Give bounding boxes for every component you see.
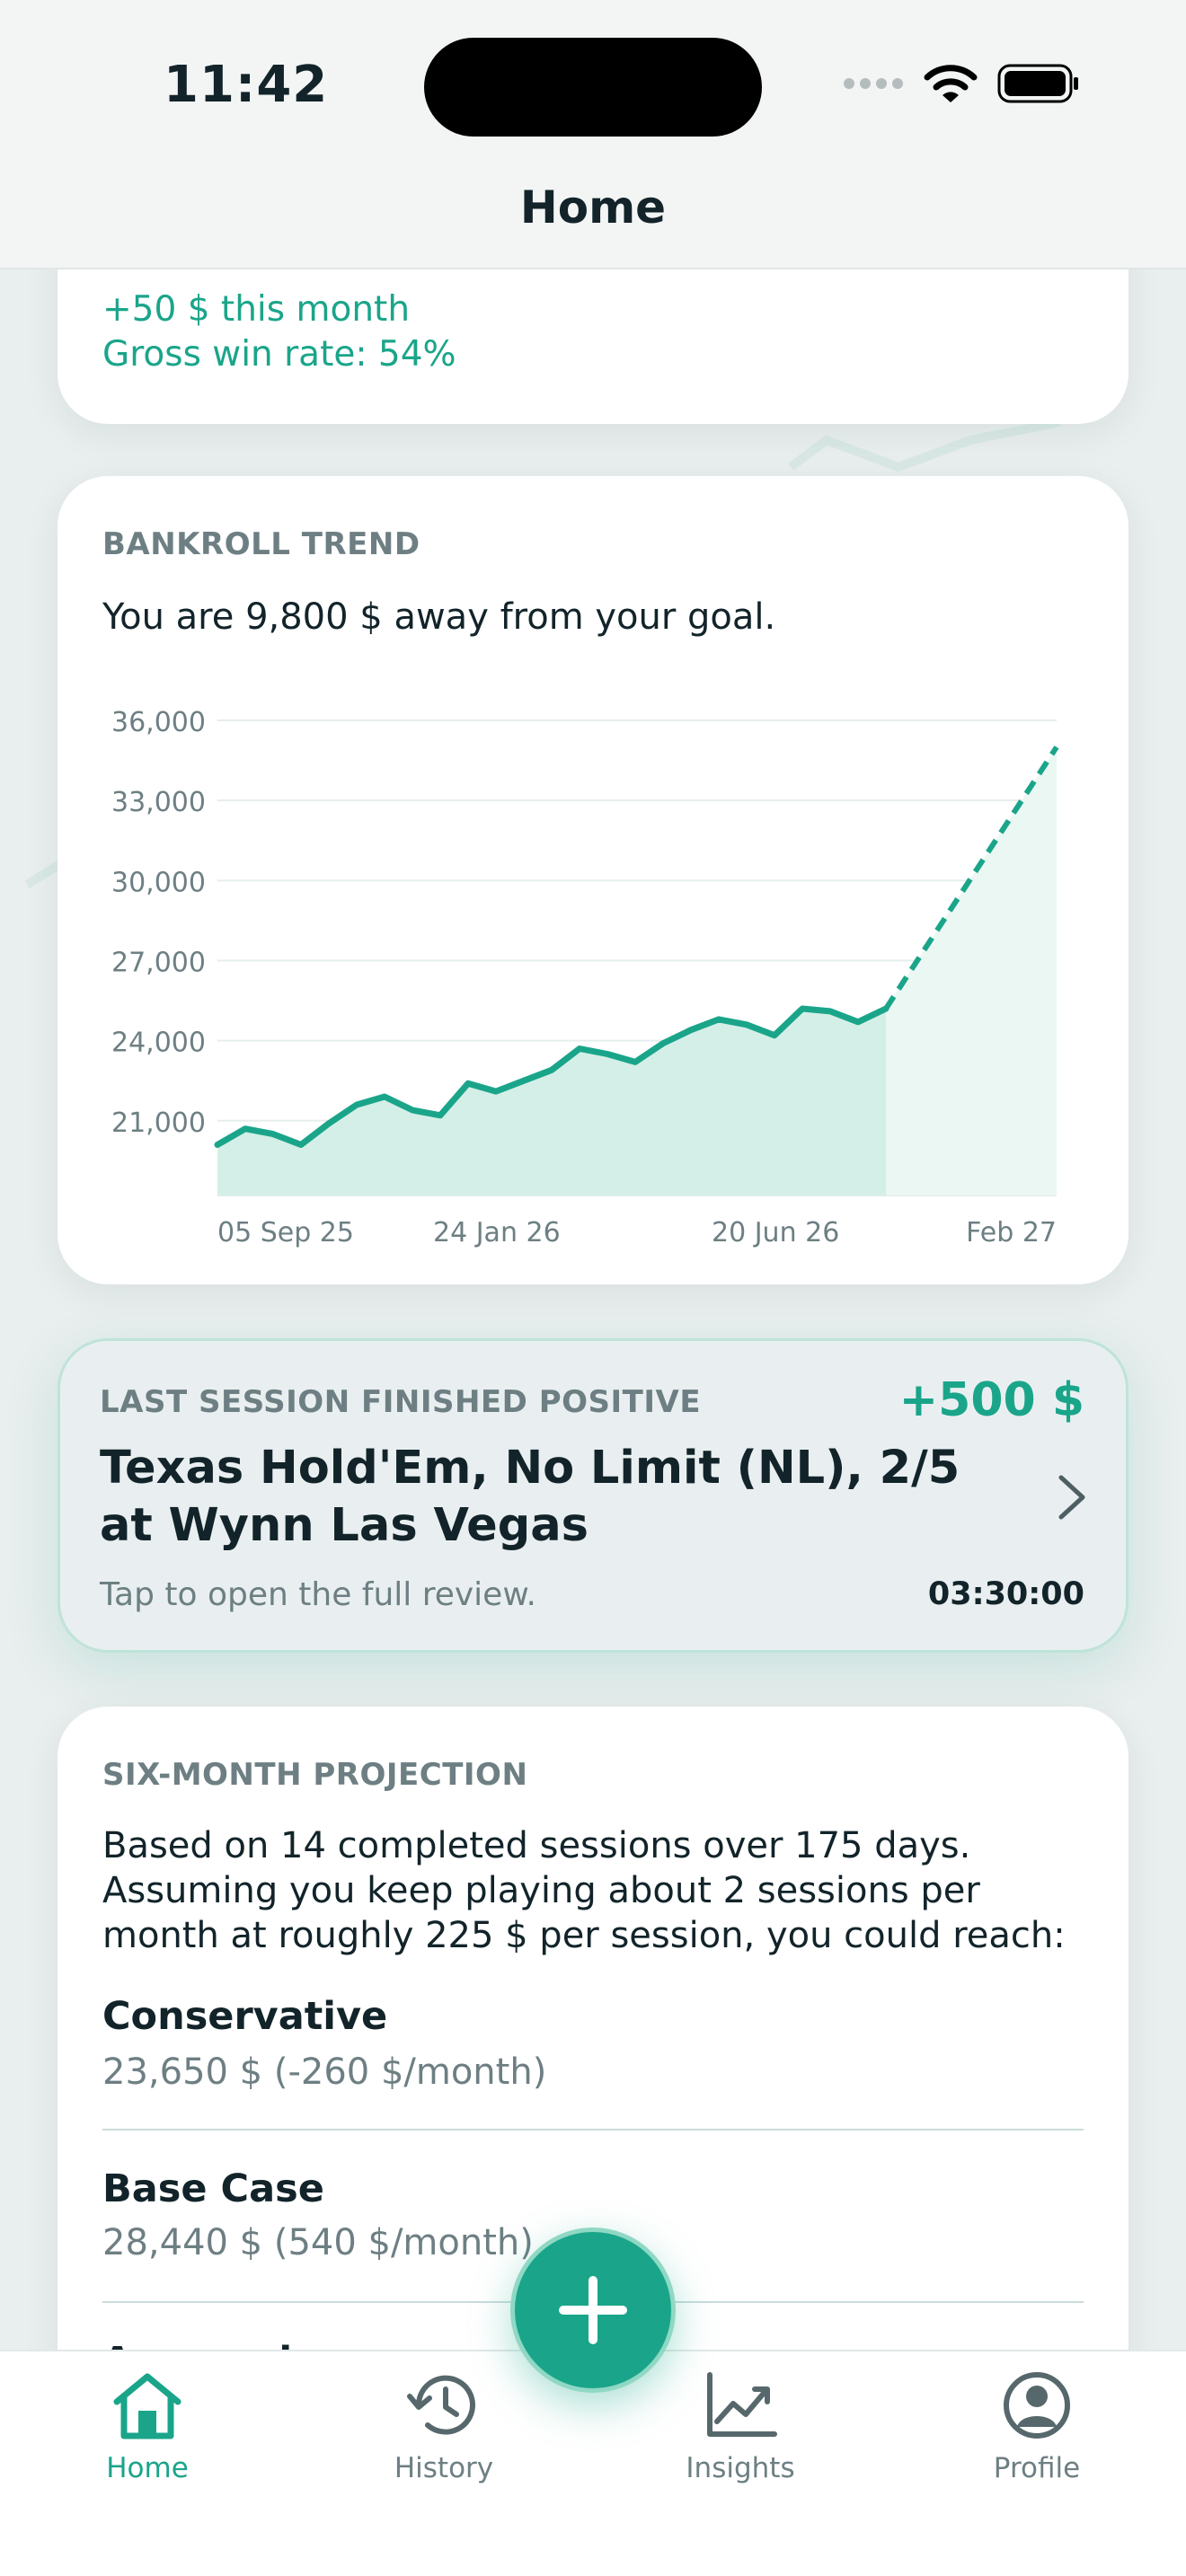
goal-distance-text: You are 9,800 $ away from your goal. [102, 596, 776, 638]
history-icon [407, 2375, 475, 2435]
scenario-name: Base Case [102, 2166, 324, 2211]
tab-insights[interactable]: Insights [651, 2369, 830, 2504]
y-tick-label: 21,000 [111, 1107, 206, 1139]
last-session-card[interactable]: LAST SESSION FINISHED POSITIVE +500 $ Te… [58, 1338, 1128, 1653]
tab-label: History [394, 2452, 494, 2484]
y-tick-label: 24,000 [111, 1028, 206, 1059]
x-tick-label: 05 Sep 25 [217, 1217, 354, 1248]
scenario-value: 23,650 $ (-260 $/month) [102, 2051, 547, 2093]
tab-label: Profile [993, 2452, 1081, 2484]
battery-icon [997, 64, 1078, 103]
bankroll-trend-card: BANKROLL TREND You are 9,800 $ away from… [58, 476, 1128, 1284]
tab-label: Insights [686, 2452, 795, 2484]
dynamic-island [424, 38, 762, 137]
x-tick-label: 24 Jan 26 [433, 1217, 561, 1248]
top-bar: 11:42 Home [0, 0, 1186, 269]
page-title: Home [519, 181, 667, 234]
plus-icon [559, 2276, 627, 2344]
tab-home[interactable]: Home [58, 2369, 237, 2504]
y-tick-label: 27,000 [111, 947, 206, 978]
x-tick-label: Feb 27 [966, 1217, 1057, 1248]
projection-line [883, 745, 1059, 1010]
profile-icon [1004, 2372, 1070, 2439]
session-hint: Tap to open the full review. [100, 1576, 536, 1613]
bankroll-trend-chart: 36,000 33,000 30,000 27,000 24,000 21,000 05 S… [111, 707, 1059, 1248]
tab-label: Home [106, 2452, 189, 2484]
session-title: Texas Hold'Em, No Limit (NL), 2/5 at Wyn… [100, 1442, 960, 1552]
projection-description: Based on 14 completed sessions over 175 … [102, 1825, 1066, 1956]
x-tick-label: 20 Jun 26 [712, 1217, 839, 1248]
tab-history[interactable]: History [354, 2369, 534, 2504]
y-tick-label: 36,000 [111, 707, 206, 738]
win-rate-text: Gross win rate: 54% [102, 334, 456, 375]
projection-area [886, 746, 1057, 1195]
last-session-label: LAST SESSION FINISHED POSITIVE [100, 1384, 702, 1420]
signal-icon [844, 78, 903, 89]
history-area [217, 1009, 886, 1195]
scenario-value: 28,440 $ (540 $/month) [102, 2222, 534, 2263]
session-duration: 03:30:00 [927, 1576, 1084, 1612]
insights-icon [707, 2372, 777, 2437]
y-tick-label: 33,000 [111, 787, 206, 818]
status-time: 11:42 [164, 56, 329, 114]
projection-label: SIX-MONTH PROJECTION [102, 1757, 528, 1793]
scenario-divider [102, 2129, 1084, 2130]
scenario-name: Conservative [102, 1994, 388, 2039]
history-line [214, 1005, 890, 1148]
wifi-icon [924, 65, 978, 102]
month-change-text: +50 $ this month [102, 289, 411, 330]
bankroll-trend-label: BANKROLL TREND [102, 526, 420, 562]
status-icons [843, 63, 1080, 104]
chevron-right-icon [1058, 1475, 1085, 1520]
tab-profile[interactable]: Profile [947, 2369, 1127, 2504]
session-result-amount: +500 $ [898, 1373, 1084, 1427]
add-session-button[interactable] [510, 2228, 676, 2393]
home-icon [113, 2373, 181, 2439]
y-tick-label: 30,000 [111, 867, 206, 898]
